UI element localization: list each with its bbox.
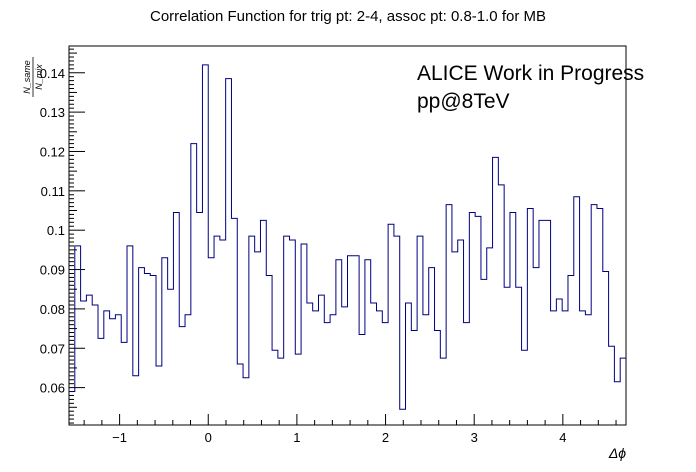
y-tick-label: 0.12 (40, 144, 65, 159)
axis-ticks (69, 48, 617, 425)
y-tick-label: 0.13 (40, 105, 65, 120)
chart-title: Correlation Function for trig pt: 2-4, a… (150, 8, 546, 25)
x-axis-label: Δϕ (608, 445, 626, 461)
x-tick-label: 0 (205, 430, 212, 445)
x-tick-label: 4 (559, 430, 566, 445)
y-label-denominator: N_mix (34, 64, 44, 90)
y-tick-label: 0.07 (40, 341, 65, 356)
y-tick-label: 0.11 (41, 184, 65, 199)
x-tick-label: 1 (293, 430, 300, 445)
x-tick-label: 2 (382, 430, 389, 445)
y-tick-label: 0.1 (47, 223, 65, 238)
y-tick-label: 0.09 (40, 263, 65, 278)
x-tick-label: 3 (471, 430, 478, 445)
x-tick-label: −1 (112, 430, 127, 445)
y-tick-label: 0.08 (40, 302, 65, 317)
histogram-line (69, 64, 626, 410)
y-axis-label: N_same N_mix (22, 57, 44, 97)
y-tick-label: 0.14 (40, 66, 65, 81)
annotation-energy: pp@8TeV (417, 90, 510, 113)
plot-frame (68, 45, 627, 426)
axis-tick-labels: −1 0 1 2 3 4 0.06 0.07 0.08 0.09 0.1 0.11 0.12 0.13 0.… (40, 66, 567, 445)
y-label-numerator: N_same (22, 60, 32, 94)
y-tick-label: 0.06 (40, 381, 65, 396)
annotation-alice: ALICE Work in Progress (417, 62, 644, 85)
